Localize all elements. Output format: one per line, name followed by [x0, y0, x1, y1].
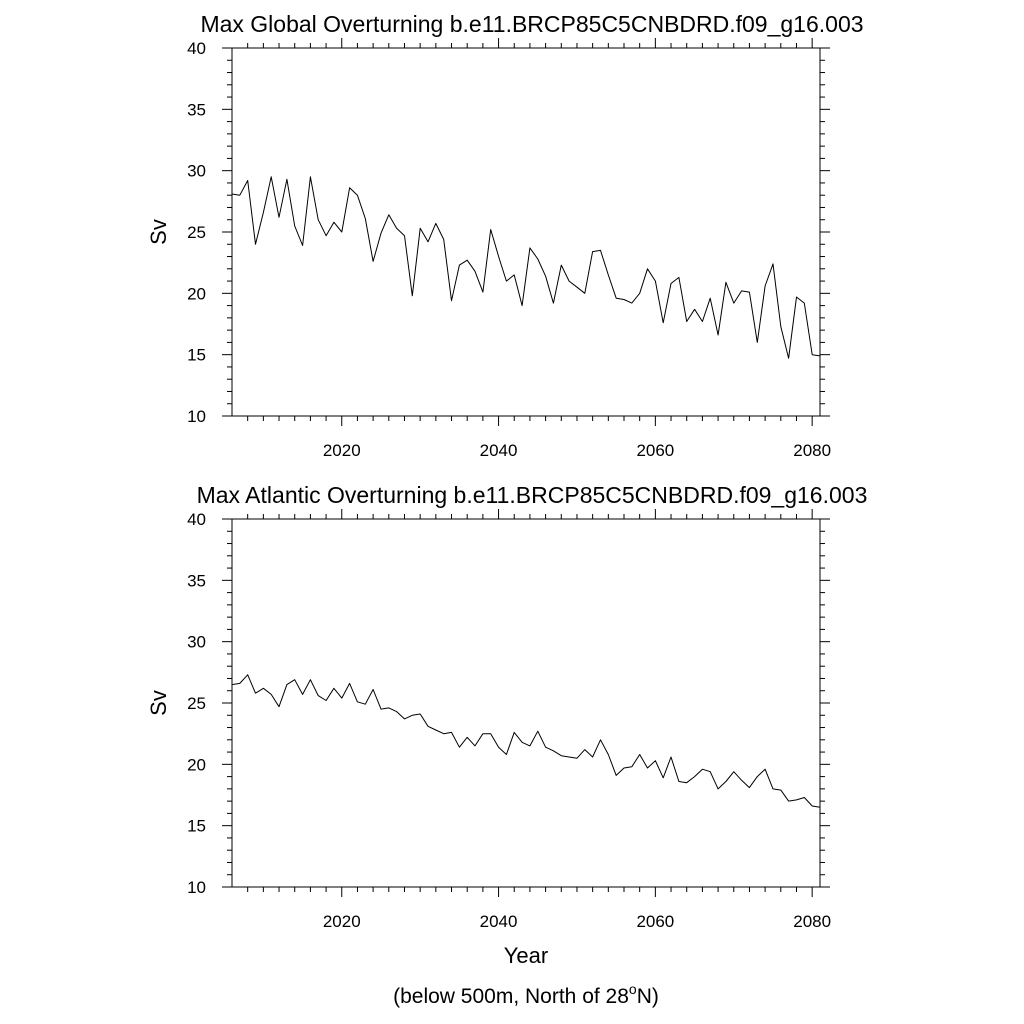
- atlantic-overturning-panel: Max Atlantic Overturning b.e11.BRCP85C5C…: [146, 482, 867, 968]
- y-tick-label: 40: [187, 39, 206, 58]
- footnote-prefix: (below 500m, North of 28: [393, 985, 629, 1008]
- y-tick-label: 25: [187, 223, 206, 242]
- series-line: [231, 674, 821, 808]
- x-tick-label: 2080: [793, 441, 831, 460]
- x-tick-label: 2040: [480, 441, 518, 460]
- x-tick-label: 2020: [323, 912, 361, 931]
- y-tick-label: 15: [187, 817, 206, 836]
- x-axis-title: Year: [504, 943, 548, 968]
- chart-title: Max Atlantic Overturning b.e11.BRCP85C5C…: [197, 482, 868, 508]
- plot-frame: [231, 47, 821, 417]
- y-axis-title: Sv: [146, 690, 171, 716]
- y-tick-label: 30: [187, 162, 206, 181]
- x-tick-label: 2080: [793, 912, 831, 931]
- series-line: [231, 176, 821, 359]
- footnote: (below 500m, North of 28oN): [393, 981, 659, 1008]
- x-tick-label: 2060: [636, 912, 674, 931]
- y-tick-label: 40: [187, 510, 206, 529]
- y-tick-label: 10: [187, 878, 206, 897]
- y-tick-label: 20: [187, 755, 206, 774]
- x-tick-label: 2040: [480, 912, 518, 931]
- y-tick-label: 20: [187, 284, 206, 303]
- chart-title: Max Global Overturning b.e11.BRCP85C5CNB…: [200, 11, 863, 37]
- y-tick-label: 15: [187, 346, 206, 365]
- x-tick-label: 2060: [636, 441, 674, 460]
- y-tick-label: 35: [187, 571, 206, 590]
- footnote-superscript: o: [629, 981, 637, 997]
- y-tick-label: 25: [187, 694, 206, 713]
- tick-marks: [222, 38, 830, 426]
- tick-marks: [222, 509, 830, 897]
- y-tick-label: 30: [187, 633, 206, 652]
- plot-frame: [231, 518, 821, 888]
- y-tick-label: 35: [187, 100, 206, 119]
- global-overturning-panel: Max Global Overturning b.e11.BRCP85C5CNB…: [146, 11, 864, 460]
- x-tick-label: 2020: [323, 441, 361, 460]
- footnote-suffix: N): [637, 985, 659, 1008]
- y-axis-title: Sv: [146, 219, 171, 245]
- y-tick-label: 10: [187, 407, 206, 426]
